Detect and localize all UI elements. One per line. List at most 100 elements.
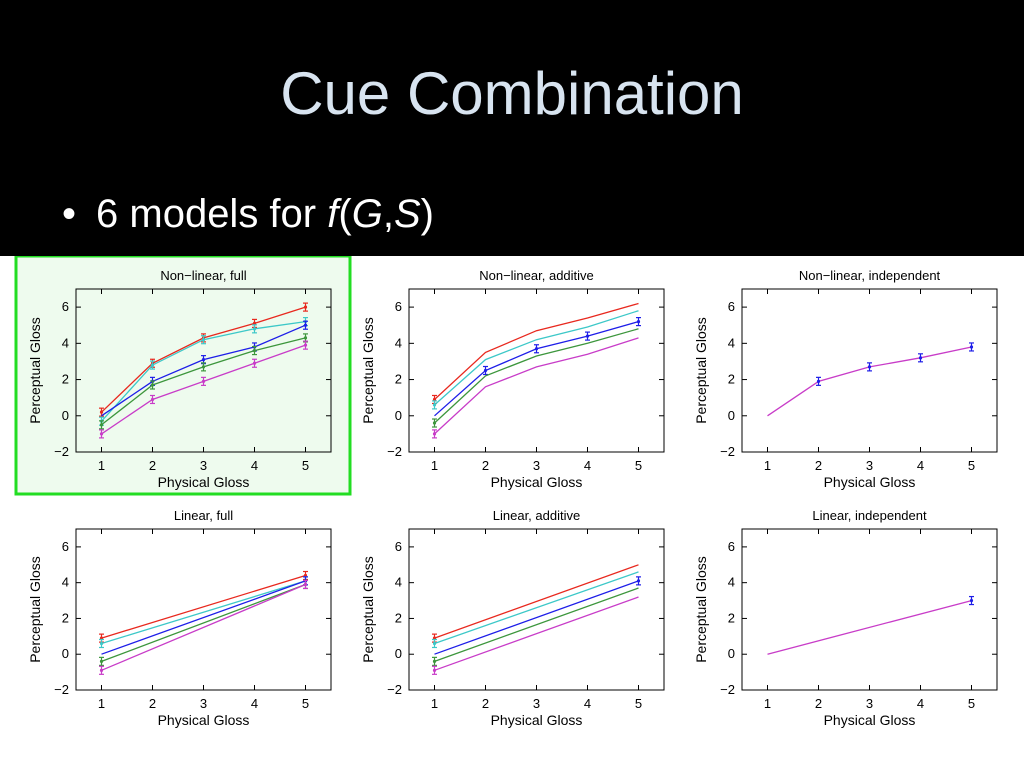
y-tick-label: 6: [62, 539, 69, 554]
bullet-point: • 6 models for f(G,S): [62, 190, 434, 238]
x-tick-label: 4: [917, 458, 924, 473]
series-line: [434, 302, 639, 400]
series-line: [101, 580, 306, 645]
y-tick-label: 6: [728, 539, 735, 554]
chart-title: Non−linear, independent: [799, 268, 941, 283]
y-axis-label: Perceptual Gloss: [693, 317, 709, 424]
charts-svg: Non−linear, full −2 0 2 4 6 1 2 3 4 5 Physical Glos…: [14, 256, 998, 728]
series-line: [101, 583, 306, 671]
x-tick-label: 3: [200, 458, 207, 473]
data-point: [252, 361, 257, 365]
x-axis-label: Physical Gloss: [824, 712, 916, 728]
x-tick-label: 5: [302, 696, 309, 711]
data-point: [867, 365, 872, 369]
chart-title: Linear, independent: [812, 508, 927, 523]
series-line: [101, 583, 306, 663]
data-point: [150, 397, 155, 402]
bullet-S: S: [393, 192, 421, 236]
y-axis-label: Perceptual Gloss: [693, 556, 709, 663]
x-tick-label: 4: [251, 696, 258, 711]
data-point: [432, 421, 437, 425]
x-tick-label: 2: [482, 696, 489, 711]
x-tick-label: 4: [917, 696, 924, 711]
series-line: [101, 574, 306, 639]
y-tick-label: 0: [395, 646, 402, 661]
y-tick-label: 0: [728, 408, 735, 423]
x-tick-label: 1: [98, 458, 105, 473]
data-point: [252, 348, 257, 353]
x-tick-label: 3: [200, 696, 207, 711]
y-tick-label: 0: [62, 408, 69, 423]
data-point: [636, 579, 641, 583]
y-tick-label: 4: [395, 575, 402, 590]
x-tick-label: 5: [968, 458, 975, 473]
x-tick-label: 2: [815, 696, 822, 711]
x-axis-label: Physical Gloss: [491, 474, 583, 490]
data-point: [150, 363, 155, 367]
series-line: [767, 599, 972, 655]
series-line: [434, 328, 639, 424]
y-tick-label: 4: [62, 575, 69, 590]
data-point: [99, 668, 104, 672]
series-line: [434, 580, 639, 655]
data-point: [432, 432, 437, 436]
y-tick-label: 6: [395, 539, 402, 554]
y-tick-label: 0: [62, 646, 69, 661]
data-point: [918, 356, 923, 360]
y-tick-label: 2: [62, 372, 69, 387]
data-point: [969, 345, 974, 349]
data-point: [303, 582, 308, 587]
y-tick-label: 2: [62, 610, 69, 625]
x-tick-label: 4: [251, 458, 258, 473]
data-point: [816, 379, 821, 383]
plot-frame: [741, 528, 998, 691]
bullet-text: 6 models for: [96, 192, 328, 236]
plot-frame: [408, 288, 665, 453]
y-tick-label: −2: [387, 682, 402, 697]
y-tick-label: 6: [395, 299, 402, 314]
x-axis-label: Physical Gloss: [158, 712, 250, 728]
series-line: [434, 571, 639, 645]
y-tick-label: 6: [728, 299, 735, 314]
y-tick-label: 2: [728, 610, 735, 625]
data-point: [585, 334, 590, 338]
y-tick-label: −2: [720, 444, 735, 459]
y-axis-label: Perceptual Gloss: [27, 556, 43, 663]
series-line: [101, 580, 306, 655]
data-point: [99, 432, 104, 436]
series-line: [434, 564, 639, 639]
y-tick-label: 2: [395, 610, 402, 625]
x-tick-label: 3: [533, 696, 540, 711]
x-tick-label: 1: [764, 458, 771, 473]
plot-frame: [75, 528, 332, 691]
y-tick-label: 4: [395, 335, 402, 350]
data-point: [432, 403, 437, 407]
bullet-paren-close: ): [420, 192, 434, 236]
data-point: [432, 668, 437, 672]
data-point: [483, 368, 488, 373]
x-axis-label: Physical Gloss: [824, 474, 916, 490]
bullet-comma: ,: [382, 192, 394, 236]
x-tick-label: 2: [815, 458, 822, 473]
y-tick-label: 4: [728, 335, 735, 350]
data-point: [432, 641, 437, 646]
x-tick-label: 5: [635, 696, 642, 711]
series-line: [434, 310, 639, 406]
data-point: [99, 410, 104, 414]
x-tick-label: 2: [482, 458, 489, 473]
x-tick-label: 4: [584, 696, 591, 711]
chart-title: Linear, full: [174, 508, 233, 523]
y-tick-label: 0: [395, 408, 402, 423]
y-tick-label: 2: [728, 372, 735, 387]
x-tick-label: 3: [533, 458, 540, 473]
chart-title: Non−linear, additive: [479, 268, 594, 283]
x-tick-label: 5: [635, 458, 642, 473]
data-point: [99, 641, 104, 646]
x-tick-label: 1: [764, 696, 771, 711]
bullet-dot: •: [62, 192, 77, 236]
data-point: [432, 397, 437, 402]
y-tick-label: −2: [54, 682, 69, 697]
data-point: [99, 659, 104, 663]
data-point: [201, 358, 206, 362]
series-line: [434, 337, 639, 435]
